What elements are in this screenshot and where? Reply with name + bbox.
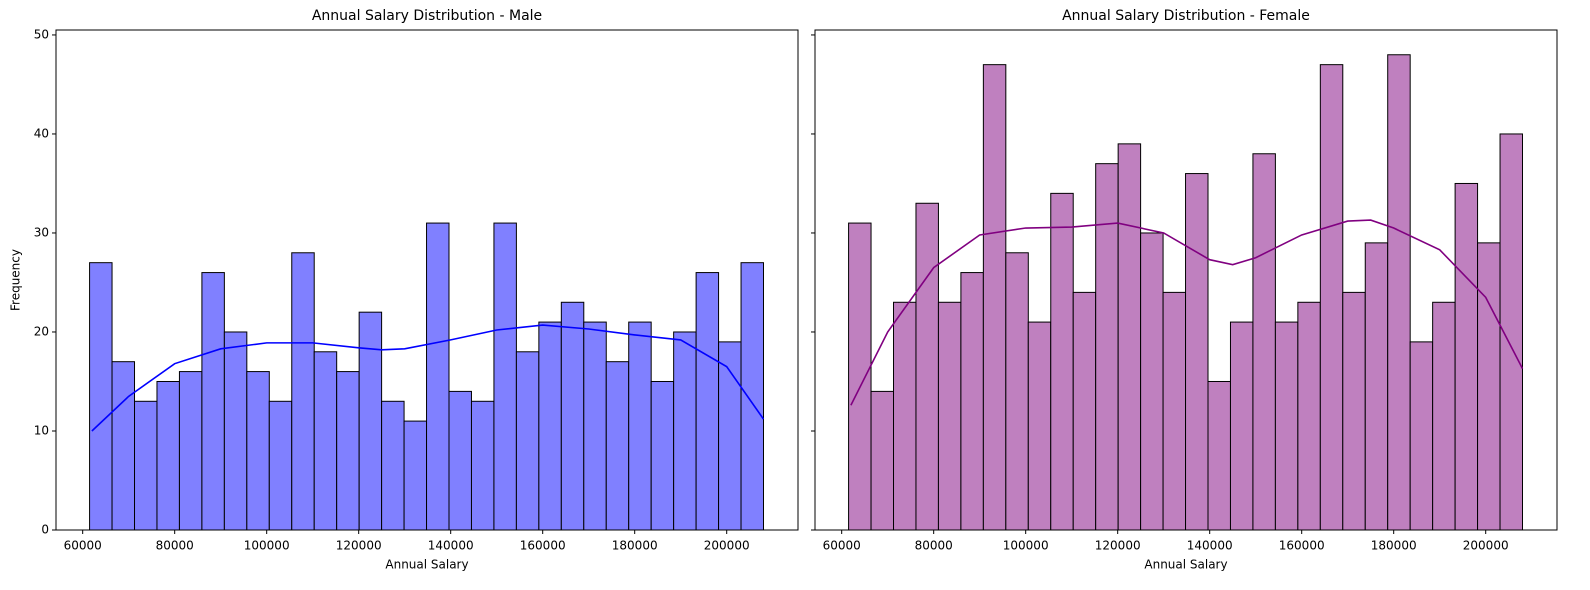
x-tick-label: 100000 bbox=[244, 539, 290, 553]
bar bbox=[1185, 173, 1209, 531]
chart-title: Annual Salary Distribution - Male bbox=[312, 8, 542, 24]
bar bbox=[313, 351, 338, 531]
y-tick-label: 50 bbox=[34, 27, 49, 41]
y-tick-label: 10 bbox=[34, 423, 49, 437]
x-tick-label: 120000 bbox=[336, 539, 382, 553]
y-tick-label: 0 bbox=[41, 523, 49, 537]
bar bbox=[1342, 291, 1366, 531]
bar bbox=[893, 301, 917, 531]
bar bbox=[1117, 143, 1142, 531]
bar bbox=[515, 351, 540, 531]
bar bbox=[982, 64, 1007, 531]
bar bbox=[381, 400, 405, 531]
kde-line bbox=[850, 219, 1524, 406]
x-tick-label: 200000 bbox=[704, 539, 750, 553]
bar bbox=[628, 321, 652, 531]
bar bbox=[403, 420, 428, 531]
bar bbox=[89, 262, 113, 531]
bar bbox=[1072, 291, 1097, 531]
bar bbox=[915, 202, 939, 531]
bar bbox=[134, 400, 158, 531]
bar bbox=[156, 380, 180, 531]
x-tick-label: 180000 bbox=[612, 539, 658, 553]
bar bbox=[426, 222, 450, 531]
bar bbox=[448, 390, 472, 531]
bar bbox=[470, 400, 495, 531]
bar bbox=[1229, 321, 1254, 531]
bar bbox=[740, 262, 764, 531]
x-tick-label: 140000 bbox=[428, 539, 474, 553]
bar bbox=[1207, 380, 1231, 531]
bar bbox=[1274, 321, 1299, 531]
bar bbox=[1140, 232, 1164, 531]
bar bbox=[336, 371, 360, 531]
bar bbox=[1319, 64, 1344, 531]
bar bbox=[605, 361, 630, 531]
bar bbox=[1027, 321, 1052, 531]
bar bbox=[960, 272, 984, 531]
x-tick-label: 100000 bbox=[1003, 539, 1049, 553]
bar bbox=[223, 331, 248, 531]
bar bbox=[246, 371, 270, 531]
x-tick-label: 120000 bbox=[1095, 539, 1141, 553]
x-tick-label: 160000 bbox=[520, 539, 566, 553]
bar bbox=[1095, 163, 1119, 531]
bar bbox=[268, 400, 293, 531]
bar bbox=[201, 272, 225, 531]
bar bbox=[291, 252, 315, 531]
x-tick-label: 80000 bbox=[156, 539, 194, 553]
bar bbox=[1409, 341, 1434, 531]
bar bbox=[1297, 301, 1321, 531]
bar bbox=[695, 272, 720, 531]
y-tick-label: 30 bbox=[34, 225, 49, 239]
kde-line bbox=[91, 324, 765, 432]
bar bbox=[1162, 291, 1187, 531]
bar bbox=[848, 222, 872, 531]
bar bbox=[1477, 242, 1501, 531]
y-tick-label: 40 bbox=[34, 126, 49, 140]
bar bbox=[650, 380, 675, 531]
bar bbox=[937, 301, 962, 531]
x-axis-label: Annual Salary bbox=[1144, 558, 1227, 572]
bar bbox=[1454, 182, 1479, 531]
y-axis-label: Frequency bbox=[9, 249, 23, 311]
x-tick-label: 160000 bbox=[1279, 539, 1325, 553]
x-tick-label: 140000 bbox=[1187, 539, 1233, 553]
axes-frame bbox=[55, 29, 799, 531]
x-tick-label: 60000 bbox=[823, 539, 861, 553]
bar bbox=[1005, 252, 1029, 531]
bar bbox=[1252, 153, 1276, 531]
x-tick-label: 200000 bbox=[1463, 539, 1509, 553]
chart-title: Annual Salary Distribution - Female bbox=[1062, 8, 1310, 24]
bar bbox=[870, 390, 895, 531]
axes-frame bbox=[814, 29, 1558, 531]
bar bbox=[1050, 192, 1074, 531]
bar bbox=[358, 311, 383, 531]
bar bbox=[493, 222, 517, 531]
bar bbox=[1432, 301, 1456, 531]
bar bbox=[1364, 242, 1389, 531]
bar bbox=[560, 301, 585, 531]
x-axis-label: Annual Salary bbox=[385, 558, 468, 572]
bar bbox=[1387, 54, 1411, 531]
x-tick-label: 180000 bbox=[1371, 539, 1417, 553]
x-tick-label: 60000 bbox=[64, 539, 102, 553]
bar bbox=[673, 331, 697, 531]
bar bbox=[178, 371, 203, 531]
x-tick-label: 80000 bbox=[915, 539, 953, 553]
bar bbox=[111, 361, 136, 531]
bar bbox=[583, 321, 607, 531]
y-tick-label: 20 bbox=[34, 324, 49, 338]
bar bbox=[538, 321, 562, 531]
